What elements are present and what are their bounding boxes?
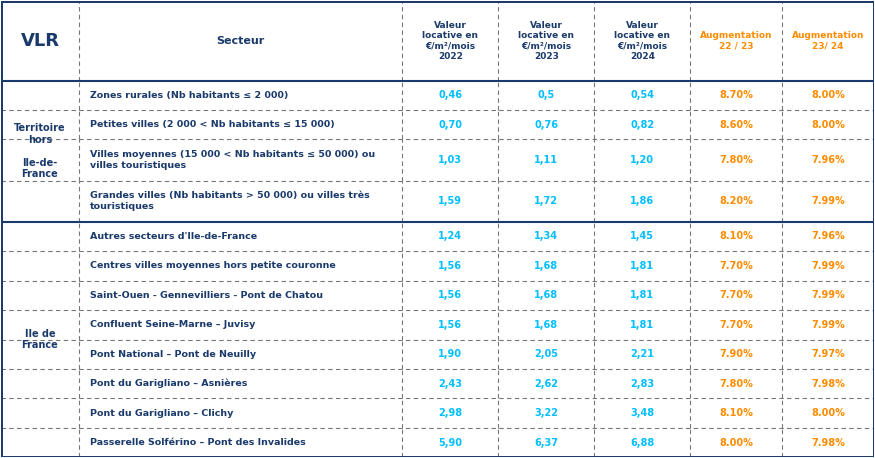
Text: 7.98%: 7.98% (811, 379, 844, 389)
Text: 7.80%: 7.80% (719, 379, 753, 389)
Text: Autres secteurs d'Ile-de-France: Autres secteurs d'Ile-de-France (90, 232, 257, 241)
Text: Confluent Seine-Marne – Juvisy: Confluent Seine-Marne – Juvisy (90, 320, 256, 329)
Text: 0,70: 0,70 (438, 120, 462, 130)
Text: 1,90: 1,90 (438, 349, 462, 359)
Text: 3,22: 3,22 (535, 408, 558, 418)
Text: 8.00%: 8.00% (811, 408, 844, 418)
Text: 0,76: 0,76 (535, 120, 558, 130)
Text: 2,21: 2,21 (630, 349, 654, 359)
Text: 1,03: 1,03 (438, 155, 462, 165)
Text: 7.80%: 7.80% (719, 155, 753, 165)
Text: 0,5: 0,5 (537, 90, 555, 100)
Text: 1,68: 1,68 (535, 320, 558, 330)
Text: 1,81: 1,81 (630, 290, 654, 300)
Text: Valeur
locative en
€/m²/mois
2022: Valeur locative en €/m²/mois 2022 (423, 21, 479, 61)
Text: Villes moyennes (15 000 < Nb habitants ≤ 50 000) ou
villes touristiques: Villes moyennes (15 000 < Nb habitants ≤… (90, 150, 374, 170)
Text: 3,48: 3,48 (630, 408, 654, 418)
Text: 7.97%: 7.97% (811, 349, 844, 359)
Text: VLR: VLR (20, 32, 60, 49)
Text: 0,54: 0,54 (630, 90, 654, 100)
Text: Passerelle Solférino – Pont des Invalides: Passerelle Solférino – Pont des Invalide… (90, 438, 305, 447)
Text: 7.98%: 7.98% (811, 437, 844, 447)
Text: 1,20: 1,20 (630, 155, 654, 165)
Text: 8.00%: 8.00% (811, 120, 844, 130)
Text: 1,68: 1,68 (535, 261, 558, 271)
Text: 2,83: 2,83 (630, 379, 654, 389)
Text: 8.10%: 8.10% (719, 231, 753, 241)
Text: 7.99%: 7.99% (811, 320, 844, 330)
Text: Centres villes moyennes hors petite couronne: Centres villes moyennes hors petite cour… (90, 262, 335, 270)
Text: 8.00%: 8.00% (719, 437, 753, 447)
Text: 8.10%: 8.10% (719, 408, 753, 418)
Text: 1,45: 1,45 (630, 231, 654, 241)
Text: Petites villes (2 000 < Nb habitants ≤ 15 000): Petites villes (2 000 < Nb habitants ≤ 1… (90, 120, 334, 129)
Text: 7.96%: 7.96% (811, 231, 844, 241)
Text: Pont du Garigliano – Clichy: Pont du Garigliano – Clichy (90, 409, 233, 418)
Text: 0,46: 0,46 (438, 90, 462, 100)
Text: 1,68: 1,68 (535, 290, 558, 300)
Text: 7.90%: 7.90% (719, 349, 753, 359)
Text: Secteur: Secteur (217, 36, 265, 46)
Text: 1,81: 1,81 (630, 320, 654, 330)
Text: 2,05: 2,05 (535, 349, 558, 359)
Text: 1,56: 1,56 (438, 290, 462, 300)
Text: 1,59: 1,59 (438, 196, 462, 206)
Text: Saint-Ouen - Gennevilliers - Pont de Chatou: Saint-Ouen - Gennevilliers - Pont de Cha… (90, 291, 323, 300)
Text: Grandes villes (Nb habitants > 50 000) ou villes très
touristiques: Grandes villes (Nb habitants > 50 000) o… (90, 191, 369, 211)
Text: 7.99%: 7.99% (811, 290, 844, 300)
Text: 0,82: 0,82 (630, 120, 654, 130)
Text: Territoire
hors

Ile-de-
France: Territoire hors Ile-de- France (14, 123, 66, 180)
Text: Pont National – Pont de Neuilly: Pont National – Pont de Neuilly (90, 350, 256, 359)
Text: 8.00%: 8.00% (811, 90, 844, 100)
Text: Augmentation
23/ 24: Augmentation 23/ 24 (792, 31, 864, 50)
Text: 8.20%: 8.20% (719, 196, 753, 206)
Text: 7.99%: 7.99% (811, 261, 844, 271)
Text: 7.96%: 7.96% (811, 155, 844, 165)
Text: 6,88: 6,88 (630, 437, 654, 447)
Text: 8.60%: 8.60% (719, 120, 753, 130)
Text: 1,86: 1,86 (630, 196, 654, 206)
Text: 2,98: 2,98 (438, 408, 462, 418)
Text: 1,56: 1,56 (438, 320, 462, 330)
Text: Ile de
France: Ile de France (22, 329, 59, 350)
Text: Zones rurales (Nb habitants ≤ 2 000): Zones rurales (Nb habitants ≤ 2 000) (90, 91, 288, 100)
Text: Pont du Garigliano – Asnières: Pont du Garigliano – Asnières (90, 379, 247, 388)
Text: 1,81: 1,81 (630, 261, 654, 271)
Text: 6,37: 6,37 (535, 437, 558, 447)
Text: 7.70%: 7.70% (719, 261, 753, 271)
Text: 5,90: 5,90 (438, 437, 462, 447)
Text: 1,24: 1,24 (438, 231, 462, 241)
Text: 1,34: 1,34 (535, 231, 558, 241)
Text: 7.70%: 7.70% (719, 320, 753, 330)
Text: 2,43: 2,43 (438, 379, 462, 389)
Text: 1,56: 1,56 (438, 261, 462, 271)
Text: Augmentation
22 / 23: Augmentation 22 / 23 (700, 31, 773, 50)
Text: 1,11: 1,11 (535, 155, 558, 165)
Text: Valeur
locative en
€/m²/mois
2024: Valeur locative en €/m²/mois 2024 (614, 21, 670, 61)
Text: 2,62: 2,62 (535, 379, 558, 389)
Text: Valeur
locative en
€/m²/mois
2023: Valeur locative en €/m²/mois 2023 (518, 21, 574, 61)
Text: 8.70%: 8.70% (719, 90, 753, 100)
Text: 7.70%: 7.70% (719, 290, 753, 300)
Text: 1,72: 1,72 (535, 196, 558, 206)
Text: 7.99%: 7.99% (811, 196, 844, 206)
